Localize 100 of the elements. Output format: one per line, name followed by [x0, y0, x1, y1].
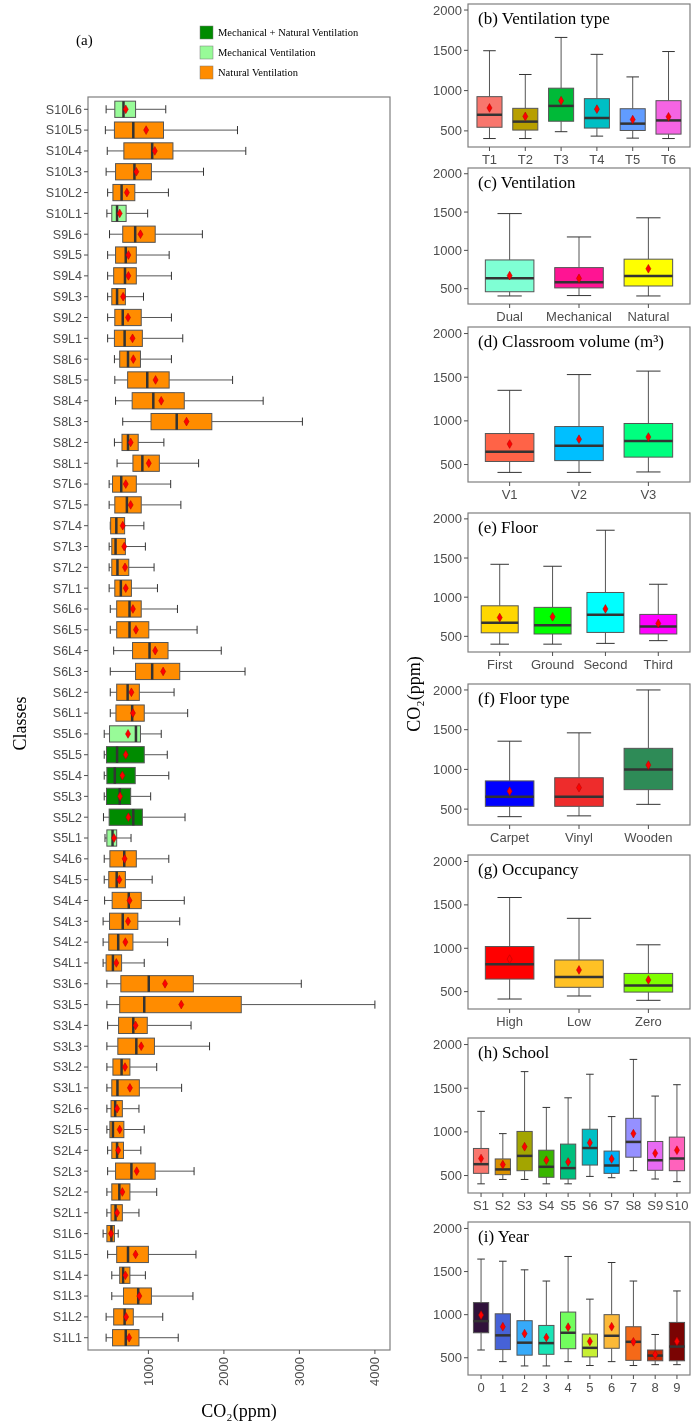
x-tick-label: 5	[586, 1380, 594, 1395]
y-tick-label: 1500	[433, 204, 462, 220]
y-tick-label: S7L5	[52, 498, 83, 513]
x-tick-label: T1	[481, 152, 498, 167]
y-tick-label: 1500	[433, 1264, 462, 1280]
y-tick-label: S2L2	[52, 1185, 83, 1200]
x-tick-label: Carpet	[490, 830, 530, 845]
y-tick-label: S10L5	[45, 123, 83, 138]
x-tick-label: S6	[581, 1198, 598, 1213]
y-tick-label: 500	[440, 1168, 462, 1184]
y-tick-label: S3L5	[52, 997, 83, 1012]
y-tick-label: 1000	[433, 1307, 462, 1323]
y-tick-label: S5L6	[52, 727, 83, 742]
y-tick-label: S1L3	[52, 1289, 83, 1304]
chart-title: (f) Floor type	[478, 689, 570, 708]
y-tick-label: S9L1	[52, 331, 83, 346]
x-tick-label: S3	[516, 1198, 533, 1213]
chart-title: (g) Occupancy	[478, 860, 580, 879]
y-tick-label: S1L1	[52, 1331, 83, 1346]
y-tick-label: S4L3	[52, 914, 83, 929]
x-tick-label: 7	[629, 1380, 638, 1395]
y-tick-label: S2L3	[52, 1164, 83, 1179]
y-tick-label: S3L6	[52, 977, 83, 992]
y-tick-label: 1000	[433, 83, 462, 99]
y-tick-label: S8L2	[52, 435, 83, 450]
x-tick-label: 2	[520, 1380, 529, 1395]
y-tick-label: S6L3	[52, 664, 83, 679]
y-tick-label: 2000	[433, 1221, 462, 1237]
x-tick-label: 6	[608, 1380, 616, 1395]
x-tick-label: T2	[517, 152, 533, 167]
y-tick-label: S10L2	[45, 185, 83, 200]
y-tick-label: S3L2	[52, 1060, 83, 1075]
y-tick-label: 1500	[433, 550, 462, 566]
y-tick-label: S4L1	[52, 956, 83, 971]
y-tick-label: S1L4	[52, 1268, 83, 1283]
y-tick-label: S5L5	[52, 748, 83, 763]
legend-label: Natural Ventilation	[218, 67, 299, 78]
x-tick-label: Third	[643, 657, 674, 672]
y-tick-label: 500	[440, 628, 462, 644]
y-tick-label: S1L2	[52, 1310, 83, 1325]
y-tick-label: S8L5	[52, 373, 83, 388]
x-tick-label: High	[496, 1014, 523, 1029]
legend-label: Mechanical Ventilation	[218, 47, 317, 58]
chart-title: (d) Classroom volume (m³)	[478, 332, 664, 351]
y-tick-label: 1000	[433, 940, 462, 956]
y-tick-label: 1000	[433, 413, 462, 429]
chart-title: (e) Floor	[478, 518, 539, 537]
y-tick-label: 500	[440, 281, 462, 297]
y-tick-label: S10L1	[45, 206, 83, 221]
y-tick-label: S2L4	[52, 1143, 83, 1158]
y-tick-label: S10L3	[45, 165, 83, 180]
y-tick-label: S8L4	[52, 394, 83, 409]
x-tick-label: 1	[499, 1380, 507, 1395]
y-tick-label: S4L2	[52, 935, 83, 950]
y-tick-label: 1500	[433, 897, 462, 913]
x-tick-label: S4	[538, 1198, 555, 1213]
y-tick-label: 2000	[433, 2, 462, 18]
x-tick-label: S10	[665, 1198, 689, 1213]
y-tick-label: S6L2	[52, 685, 83, 700]
y-tick-label: S10L6	[45, 102, 83, 117]
x-tick-label: S1	[473, 1198, 490, 1213]
x-tick-label: 2000	[216, 1357, 232, 1386]
y-tick-label: S7L6	[52, 477, 83, 492]
y-tick-label: S1L6	[52, 1226, 83, 1241]
x-tick-label: Ground	[530, 657, 575, 672]
y-tick-label: S5L3	[52, 789, 83, 804]
x-tick-label: Zero	[635, 1014, 662, 1029]
x-tick-label: S2	[494, 1198, 511, 1213]
x-tick-label: 0	[477, 1380, 485, 1395]
y-tick-label: S6L4	[52, 644, 83, 658]
y-tick-label: S9L5	[52, 248, 83, 263]
y-tick-label: 2000	[433, 1037, 462, 1053]
x-tick-label: T5	[625, 152, 641, 167]
x-tick-label: Vinyl	[565, 830, 594, 845]
y-tick-label: 500	[440, 123, 462, 139]
y-tick-label: S4L6	[52, 852, 83, 867]
y-tick-label: 500	[440, 801, 462, 817]
x-tick-label: Mechanical	[546, 309, 612, 324]
x-tick-label: 1000	[140, 1357, 156, 1386]
x-tick-label: 4000	[367, 1357, 383, 1386]
x-tick-label: T4	[589, 152, 605, 167]
y-tick-label: S7L2	[52, 560, 83, 575]
y-tick-label: S4L5	[52, 873, 83, 888]
x-tick-label: V2	[571, 487, 587, 502]
y-tick-label: 2000	[433, 166, 462, 182]
y-tick-label: S3L1	[52, 1081, 83, 1096]
y-tick-label: 2000	[433, 511, 462, 527]
y-tick-label: S4L4	[52, 893, 83, 908]
y-tick-label: 500	[440, 457, 462, 473]
y-tick-label: S2L1	[52, 1206, 83, 1221]
x-tick-label: 8	[651, 1380, 659, 1395]
legend-label: Mechanical + Natural Ventilation	[218, 27, 359, 38]
y-tick-label: S10L4	[45, 144, 83, 159]
x-tick-label: S7	[603, 1198, 620, 1213]
y-tick-label: S7L3	[52, 539, 83, 554]
x-tick-label: S5	[560, 1198, 577, 1213]
y-tick-label: S9L4	[52, 269, 83, 284]
y-tick-label: 1500	[433, 42, 462, 58]
x-axis-title: CO₂(ppm)	[201, 1401, 277, 1422]
y-axis-title: CO₂(ppm)	[404, 656, 425, 732]
